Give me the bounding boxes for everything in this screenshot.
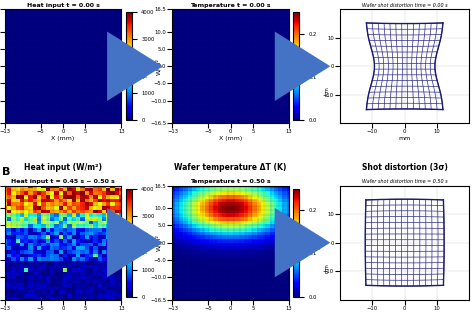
Y-axis label: mm: mm [316,60,321,72]
Y-axis label: W/m²: W/m² [156,58,162,75]
Text: Wafer temperature ΔT (K): Wafer temperature ΔT (K) [174,163,287,172]
Text: A: A [2,0,11,1]
Y-axis label: Y (mm): Y (mm) [144,231,149,254]
Text: mm: mm [325,87,330,96]
Title: Heat input t = 0.00 s: Heat input t = 0.00 s [27,2,100,7]
X-axis label: X (mm): X (mm) [51,136,74,141]
Y-axis label: mm: mm [316,236,321,249]
Title: Wafer shot distortion time = 0.50 s: Wafer shot distortion time = 0.50 s [362,179,447,184]
Y-axis label: W/m²: W/m² [156,234,162,251]
X-axis label: mm: mm [399,136,411,141]
Text: Heat input (W/m²): Heat input (W/m²) [24,163,102,172]
Title: Heat input t = 0.45 s ~ 0.50 s: Heat input t = 0.45 s ~ 0.50 s [11,179,115,184]
Y-axis label: K: K [319,241,324,245]
Y-axis label: Y (mm): Y (mm) [144,55,149,78]
Text: Shot distortion (3σ): Shot distortion (3σ) [362,163,447,172]
Title: Temperature t = 0.00 s: Temperature t = 0.00 s [191,2,271,7]
X-axis label: X (mm): X (mm) [219,136,242,141]
Text: B: B [2,168,11,178]
Y-axis label: K: K [319,64,324,68]
Text: mm: mm [325,263,330,273]
Title: Wafer shot distortion time = 0.00 s: Wafer shot distortion time = 0.00 s [362,2,447,7]
Title: Temperature t = 0.50 s: Temperature t = 0.50 s [191,179,271,184]
